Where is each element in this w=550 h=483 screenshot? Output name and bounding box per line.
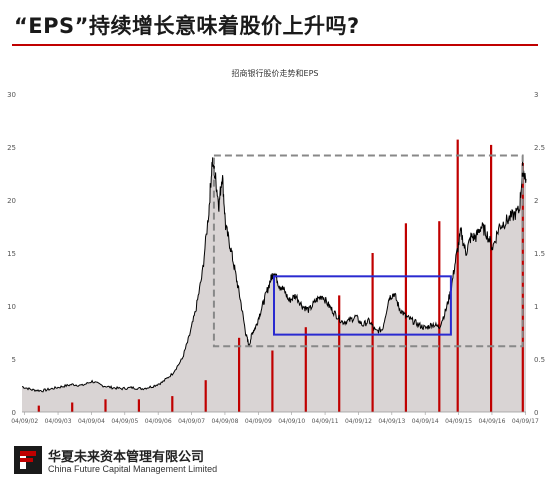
y-right-tick-label: 1 [534,303,538,311]
y-right-tick-label: 1.5 [534,250,545,258]
x-tick-label: 04/09/12 [345,418,372,425]
x-tick-label: 04/09/09 [245,418,272,425]
eps-bar [371,253,374,412]
eps-bar [204,380,207,412]
title-divider [12,44,538,46]
x-tick-label: 04/09/17 [512,418,539,425]
x-tick-label: 04/09/13 [378,418,405,425]
gray-dashed-box [212,154,524,348]
x-tick-label: 04/09/07 [178,418,205,425]
eps-bar [304,327,307,412]
y-left-tick-label: 30 [7,91,16,99]
axes: 0 5 10 15 20 25 30 0 0.5 1 1.5 2 2.5 3 04/09/02 04/09/0… [7,91,545,425]
highlight-boxes [212,154,524,348]
company-name-cn: 华夏未来资本管理有限公司 [48,450,205,465]
y-left-tick-label: 5 [12,356,16,364]
y-right-tick-label: 3 [534,91,538,99]
x-tick-label: 04/09/05 [111,418,138,425]
x-tick-label: 04/09/11 [312,418,339,425]
y-left-tick-label: 10 [7,303,16,311]
y-left-tick-label: 0 [12,409,16,417]
x-tick-label: 04/09/04 [78,418,105,425]
x-tick-label: 04/09/16 [478,418,505,425]
eps-bar [71,402,74,412]
y-left-tick-label: 20 [7,197,16,205]
y-right-tick-label: 0.5 [534,356,545,364]
price-line [21,157,527,393]
eps-bar [137,399,140,412]
x-tick-label: 04/09/14 [412,418,439,425]
price-series-line [21,157,527,393]
eps-price-chart: 招商银行股价走势和EPS 0 5 10 15 20 25 30 0 0.5 1 1.5 2 2.5 3 04… [7,68,545,425]
slide-title: “EPS”持续增长意味着股价上升吗? [14,14,360,38]
y-right-tick-label: 2.5 [534,144,545,152]
eps-bar [456,139,459,412]
eps-bar [338,295,341,412]
y-left-tick-label: 15 [7,250,16,258]
y-left-tick-label: 25 [7,144,16,152]
chart-title: 招商银行股价走势和EPS [232,68,319,78]
x-tick-label: 04/09/08 [211,418,238,425]
company-name-en: China Future Capital Management Limited [48,464,218,474]
x-tick-label: 04/09/10 [278,418,305,425]
eps-bar [104,399,107,412]
eps-bar [37,405,40,412]
eps-bar [171,396,174,412]
x-tick-label: 04/09/03 [45,418,72,425]
x-tick-label: 04/09/02 [11,418,38,425]
eps-bar [271,350,274,412]
y-right-tick-label: 0 [534,409,538,417]
eps-bar [238,337,241,412]
y-right-tick-label: 2 [534,197,538,205]
x-tick-label: 04/09/15 [445,418,472,425]
blue-highlight-box [273,275,452,336]
x-tick-label: 04/09/06 [145,418,172,425]
eps-bar [490,144,493,412]
company-logo-icon [14,446,42,474]
eps-bar [438,221,441,412]
